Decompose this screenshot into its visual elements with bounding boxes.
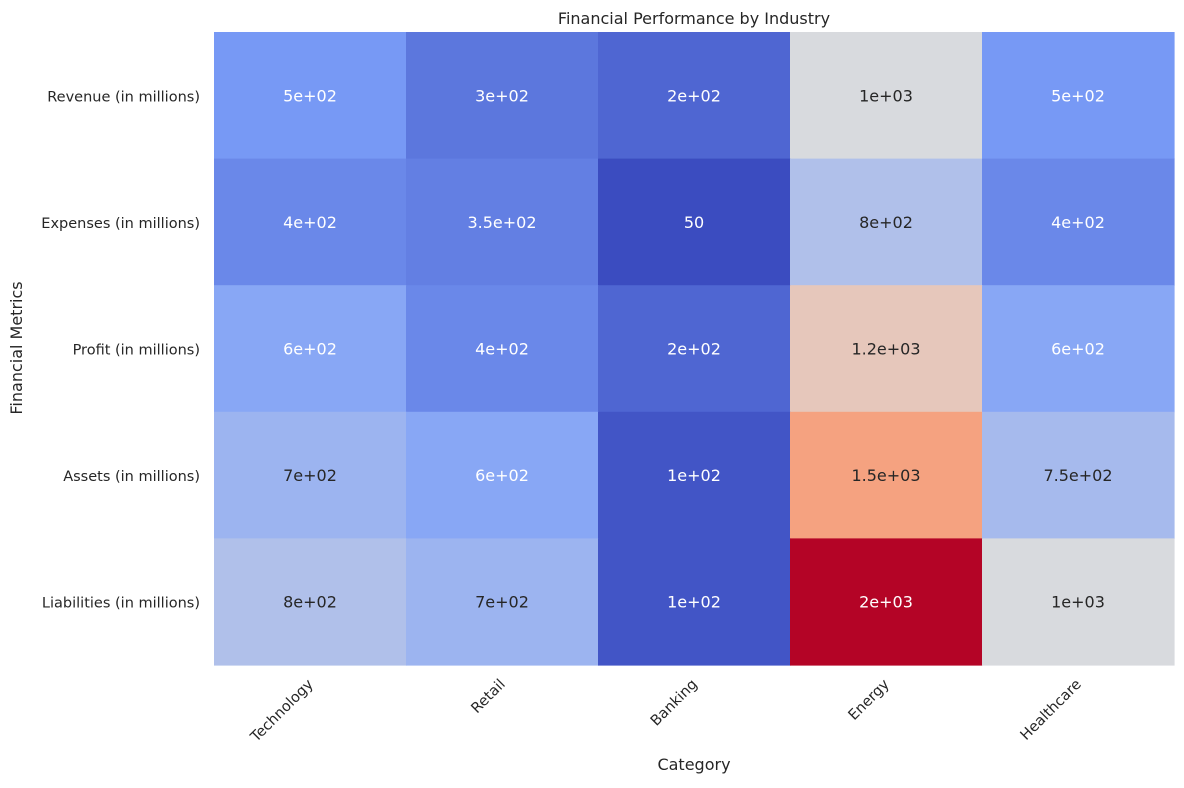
heatmap-cell-label: 3.5e+02 bbox=[467, 213, 536, 232]
heatmap-cell bbox=[598, 538, 791, 666]
heatmap-cell-label: 6e+02 bbox=[283, 340, 337, 359]
heatmap-cell-label: 1e+02 bbox=[667, 466, 721, 485]
heatmap-cell bbox=[982, 411, 1175, 539]
heatmap-cell-label: 1e+03 bbox=[1051, 593, 1105, 612]
y-tick-label: Profit (in millions) bbox=[73, 343, 200, 359]
heatmap-cell bbox=[406, 32, 599, 160]
heatmap-cell bbox=[790, 158, 983, 286]
heatmap-cell bbox=[406, 411, 599, 539]
heatmap-cell-label: 2e+03 bbox=[859, 593, 913, 612]
heatmap-cell-label: 4e+02 bbox=[283, 213, 337, 232]
heatmap-cell bbox=[982, 538, 1175, 666]
heatmap-cell bbox=[790, 538, 983, 666]
heatmap-cell bbox=[406, 538, 599, 666]
heatmap-cell-label: 8e+02 bbox=[283, 593, 337, 612]
heatmap-cell-label: 4e+02 bbox=[1051, 213, 1105, 232]
heatmap-cell bbox=[982, 32, 1175, 160]
heatmap-cells bbox=[214, 32, 1175, 666]
heatmap-cell-label: 3e+02 bbox=[475, 86, 529, 105]
heatmap-cell bbox=[598, 411, 791, 539]
y-tick-label: Assets (in millions) bbox=[63, 469, 200, 485]
y-tick-label: Revenue (in millions) bbox=[47, 89, 200, 105]
heatmap-cell-label: 50 bbox=[684, 213, 704, 232]
heatmap-cell-labels: 5e+02 3e+02 2e+02 1e+03 5e+02 4e+02 3.5e+02 50 8… bbox=[283, 86, 1112, 611]
heatmap-cell bbox=[214, 285, 407, 413]
chart-title: Financial Performance by Industry bbox=[558, 9, 830, 28]
heatmap-cell-label: 4e+02 bbox=[475, 340, 529, 359]
x-tick-label: Energy bbox=[846, 676, 894, 724]
heatmap-cell-label: 1.5e+03 bbox=[851, 466, 920, 485]
heatmap-cell-label: 7e+02 bbox=[283, 466, 337, 485]
y-tick-label: Expenses (in millions) bbox=[41, 216, 200, 232]
y-tick-label: Liabilities (in millions) bbox=[42, 596, 200, 612]
heatmap-cell bbox=[598, 32, 791, 160]
heatmap-cell bbox=[790, 32, 983, 160]
y-axis-ticks: Revenue (in millions) Expenses (in millio… bbox=[41, 89, 200, 611]
heatmap-cell-label: 5e+02 bbox=[283, 86, 337, 105]
heatmap-cell-label: 1.2e+03 bbox=[851, 340, 920, 359]
heatmap-cell bbox=[790, 285, 983, 413]
heatmap-cell bbox=[406, 285, 599, 413]
x-tick-label: Retail bbox=[469, 677, 509, 717]
heatmap-cell bbox=[598, 158, 791, 286]
heatmap-cell-label: 7e+02 bbox=[475, 593, 529, 612]
x-tick-label: Technology bbox=[247, 676, 317, 746]
heatmap-cell-label: 8e+02 bbox=[859, 213, 913, 232]
heatmap-cell-label: 2e+02 bbox=[667, 340, 721, 359]
heatmap-cell bbox=[598, 285, 791, 413]
heatmap-cell bbox=[982, 158, 1175, 286]
y-axis-label: Financial Metrics bbox=[7, 281, 26, 414]
heatmap-cell bbox=[406, 158, 599, 286]
x-axis-ticks: Technology Retail Banking Energy Healthcare bbox=[247, 676, 1085, 746]
heatmap-cell bbox=[982, 285, 1175, 413]
heatmap-cell bbox=[214, 538, 407, 666]
heatmap-cell bbox=[214, 411, 407, 539]
heatmap-cell-label: 6e+02 bbox=[1051, 340, 1105, 359]
heatmap-cell-label: 5e+02 bbox=[1051, 86, 1105, 105]
x-tick-label: Healthcare bbox=[1018, 676, 1085, 743]
heatmap-cell-label: 2e+02 bbox=[667, 86, 721, 105]
heatmap-cell-label: 1e+03 bbox=[859, 86, 913, 105]
x-axis-label: Category bbox=[657, 755, 730, 774]
heatmap-cell-label: 1e+02 bbox=[667, 593, 721, 612]
heatmap-cell-label: 7.5e+02 bbox=[1043, 466, 1112, 485]
heatmap-cell bbox=[214, 158, 407, 286]
heatmap-cell bbox=[214, 32, 407, 160]
heatmap-cell-label: 6e+02 bbox=[475, 466, 529, 485]
heatmap-cell bbox=[790, 411, 983, 539]
x-tick-label: Banking bbox=[648, 677, 701, 730]
